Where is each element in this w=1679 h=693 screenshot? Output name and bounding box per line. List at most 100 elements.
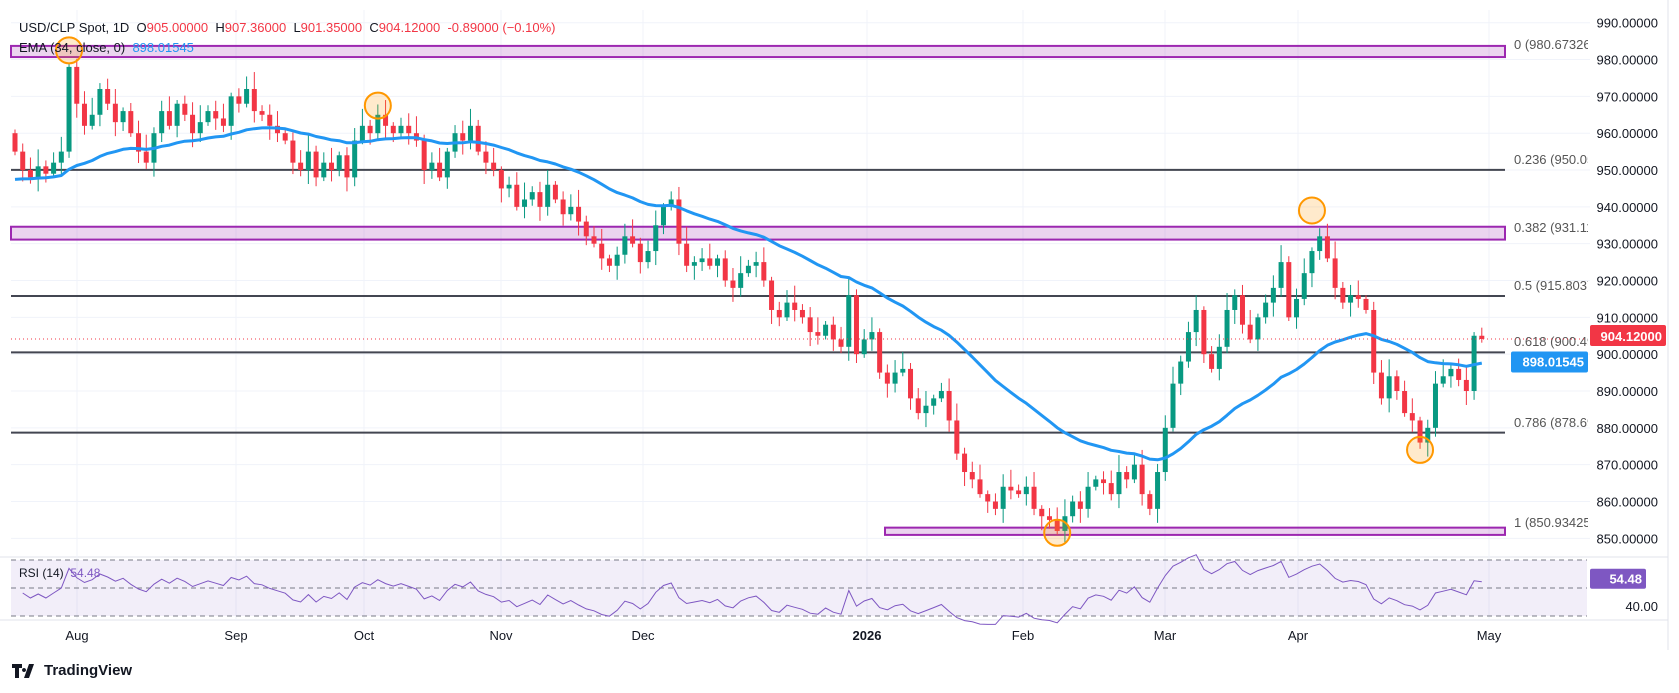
candle [1332, 241, 1338, 300]
candle [522, 182, 528, 219]
candle-body [1155, 472, 1161, 509]
candle-body [606, 258, 612, 266]
candle [159, 100, 165, 143]
candle-body [197, 122, 203, 134]
candle [529, 186, 535, 206]
change-value: -0.89000 (−0.10%) [447, 20, 556, 35]
candle-body [1201, 309, 1207, 355]
candle [823, 321, 829, 340]
candle-body [1070, 501, 1076, 517]
candle-body [1294, 298, 1300, 318]
candle-body [1348, 295, 1354, 303]
x-tick-label: Aug [65, 628, 88, 643]
ema-value: 898.01545 [132, 40, 194, 55]
candle [853, 289, 859, 364]
candle [969, 461, 975, 489]
candle-body [1101, 479, 1107, 484]
candle [846, 278, 852, 361]
candle [321, 152, 327, 182]
candle-body [20, 151, 26, 171]
candle [290, 132, 296, 175]
candle [1309, 247, 1315, 288]
candle [128, 102, 134, 137]
candle [220, 103, 226, 133]
candle-body [1409, 413, 1415, 421]
candle [776, 301, 782, 327]
candle [630, 219, 636, 248]
candle-body [336, 155, 342, 171]
rsi-legend[interactable]: RSI (14) 54.48 [19, 566, 100, 580]
candle-body [1224, 309, 1230, 347]
candle-body [259, 111, 265, 115]
ema-legend[interactable]: EMA (34, close, 0) 898.01545 [19, 40, 194, 55]
candle-body [66, 66, 72, 152]
y-tick-label: 970.00000 [1597, 89, 1658, 104]
candle [12, 129, 18, 156]
close-value: 904.12000 [378, 20, 441, 35]
candle-body [653, 225, 659, 252]
candle [197, 105, 203, 143]
candle-body [375, 114, 381, 134]
candle-body [120, 111, 126, 123]
fib-zone-0.382 [10, 225, 1506, 241]
candle [1139, 449, 1145, 506]
candle-body [1170, 383, 1176, 428]
candle [97, 83, 103, 127]
candle [66, 63, 72, 158]
candle [1178, 355, 1184, 396]
y-tick-label: 870.00000 [1597, 458, 1658, 473]
fib-zone-0 [10, 44, 1506, 59]
candle-body [1355, 295, 1361, 299]
candle-body [514, 184, 520, 207]
y-tick-label: 890.00000 [1597, 384, 1658, 399]
candle-body [421, 140, 427, 171]
x-tick-label: Apr [1288, 628, 1309, 643]
candle [1093, 475, 1099, 491]
candle-body [506, 184, 512, 189]
candle-body [1324, 236, 1330, 259]
y-tick-label: 900.00000 [1597, 347, 1658, 362]
candle-body [1054, 519, 1060, 531]
candle-body [884, 372, 890, 384]
candle [228, 92, 234, 140]
high-label: H [215, 20, 225, 35]
candle-body [753, 262, 759, 266]
candle [946, 378, 952, 432]
x-tick-label: Mar [1154, 628, 1177, 643]
candle [1101, 471, 1107, 495]
swing-marker-circle [1406, 435, 1435, 464]
candle-body [962, 453, 968, 473]
tradingview-logo[interactable]: TradingView [12, 662, 132, 679]
candle [892, 360, 898, 393]
candle-body [915, 398, 921, 414]
candle-body [267, 114, 273, 126]
candle-body [784, 302, 790, 318]
candle-body [1309, 251, 1315, 274]
candle-body [776, 309, 782, 318]
candle-body [12, 133, 18, 152]
rsi-legend-value: 54.48 [70, 566, 101, 580]
candle [1239, 284, 1245, 334]
candle-body [467, 125, 473, 141]
candle [182, 95, 188, 122]
candle-body [815, 332, 821, 336]
candle [51, 152, 57, 178]
low-value: 901.35000 [300, 20, 363, 35]
candle [869, 317, 875, 351]
candle [352, 128, 358, 187]
symbol-title[interactable]: USD/CLP Spot, 1D [19, 20, 130, 35]
candle [383, 100, 389, 140]
fib-label-0.236: 0.236 (950.05490) [1514, 152, 1588, 167]
candle-body [591, 236, 597, 244]
close-label: C [369, 20, 379, 35]
ema-price-tag-text: 898.01545 [1523, 354, 1584, 369]
candle [583, 215, 589, 246]
candle-body [51, 162, 57, 174]
candle-body [846, 295, 852, 347]
candle-body [483, 151, 489, 163]
last-price-tag [1590, 324, 1666, 346]
candle [676, 186, 682, 256]
candle [1224, 293, 1230, 354]
candle [537, 181, 543, 221]
